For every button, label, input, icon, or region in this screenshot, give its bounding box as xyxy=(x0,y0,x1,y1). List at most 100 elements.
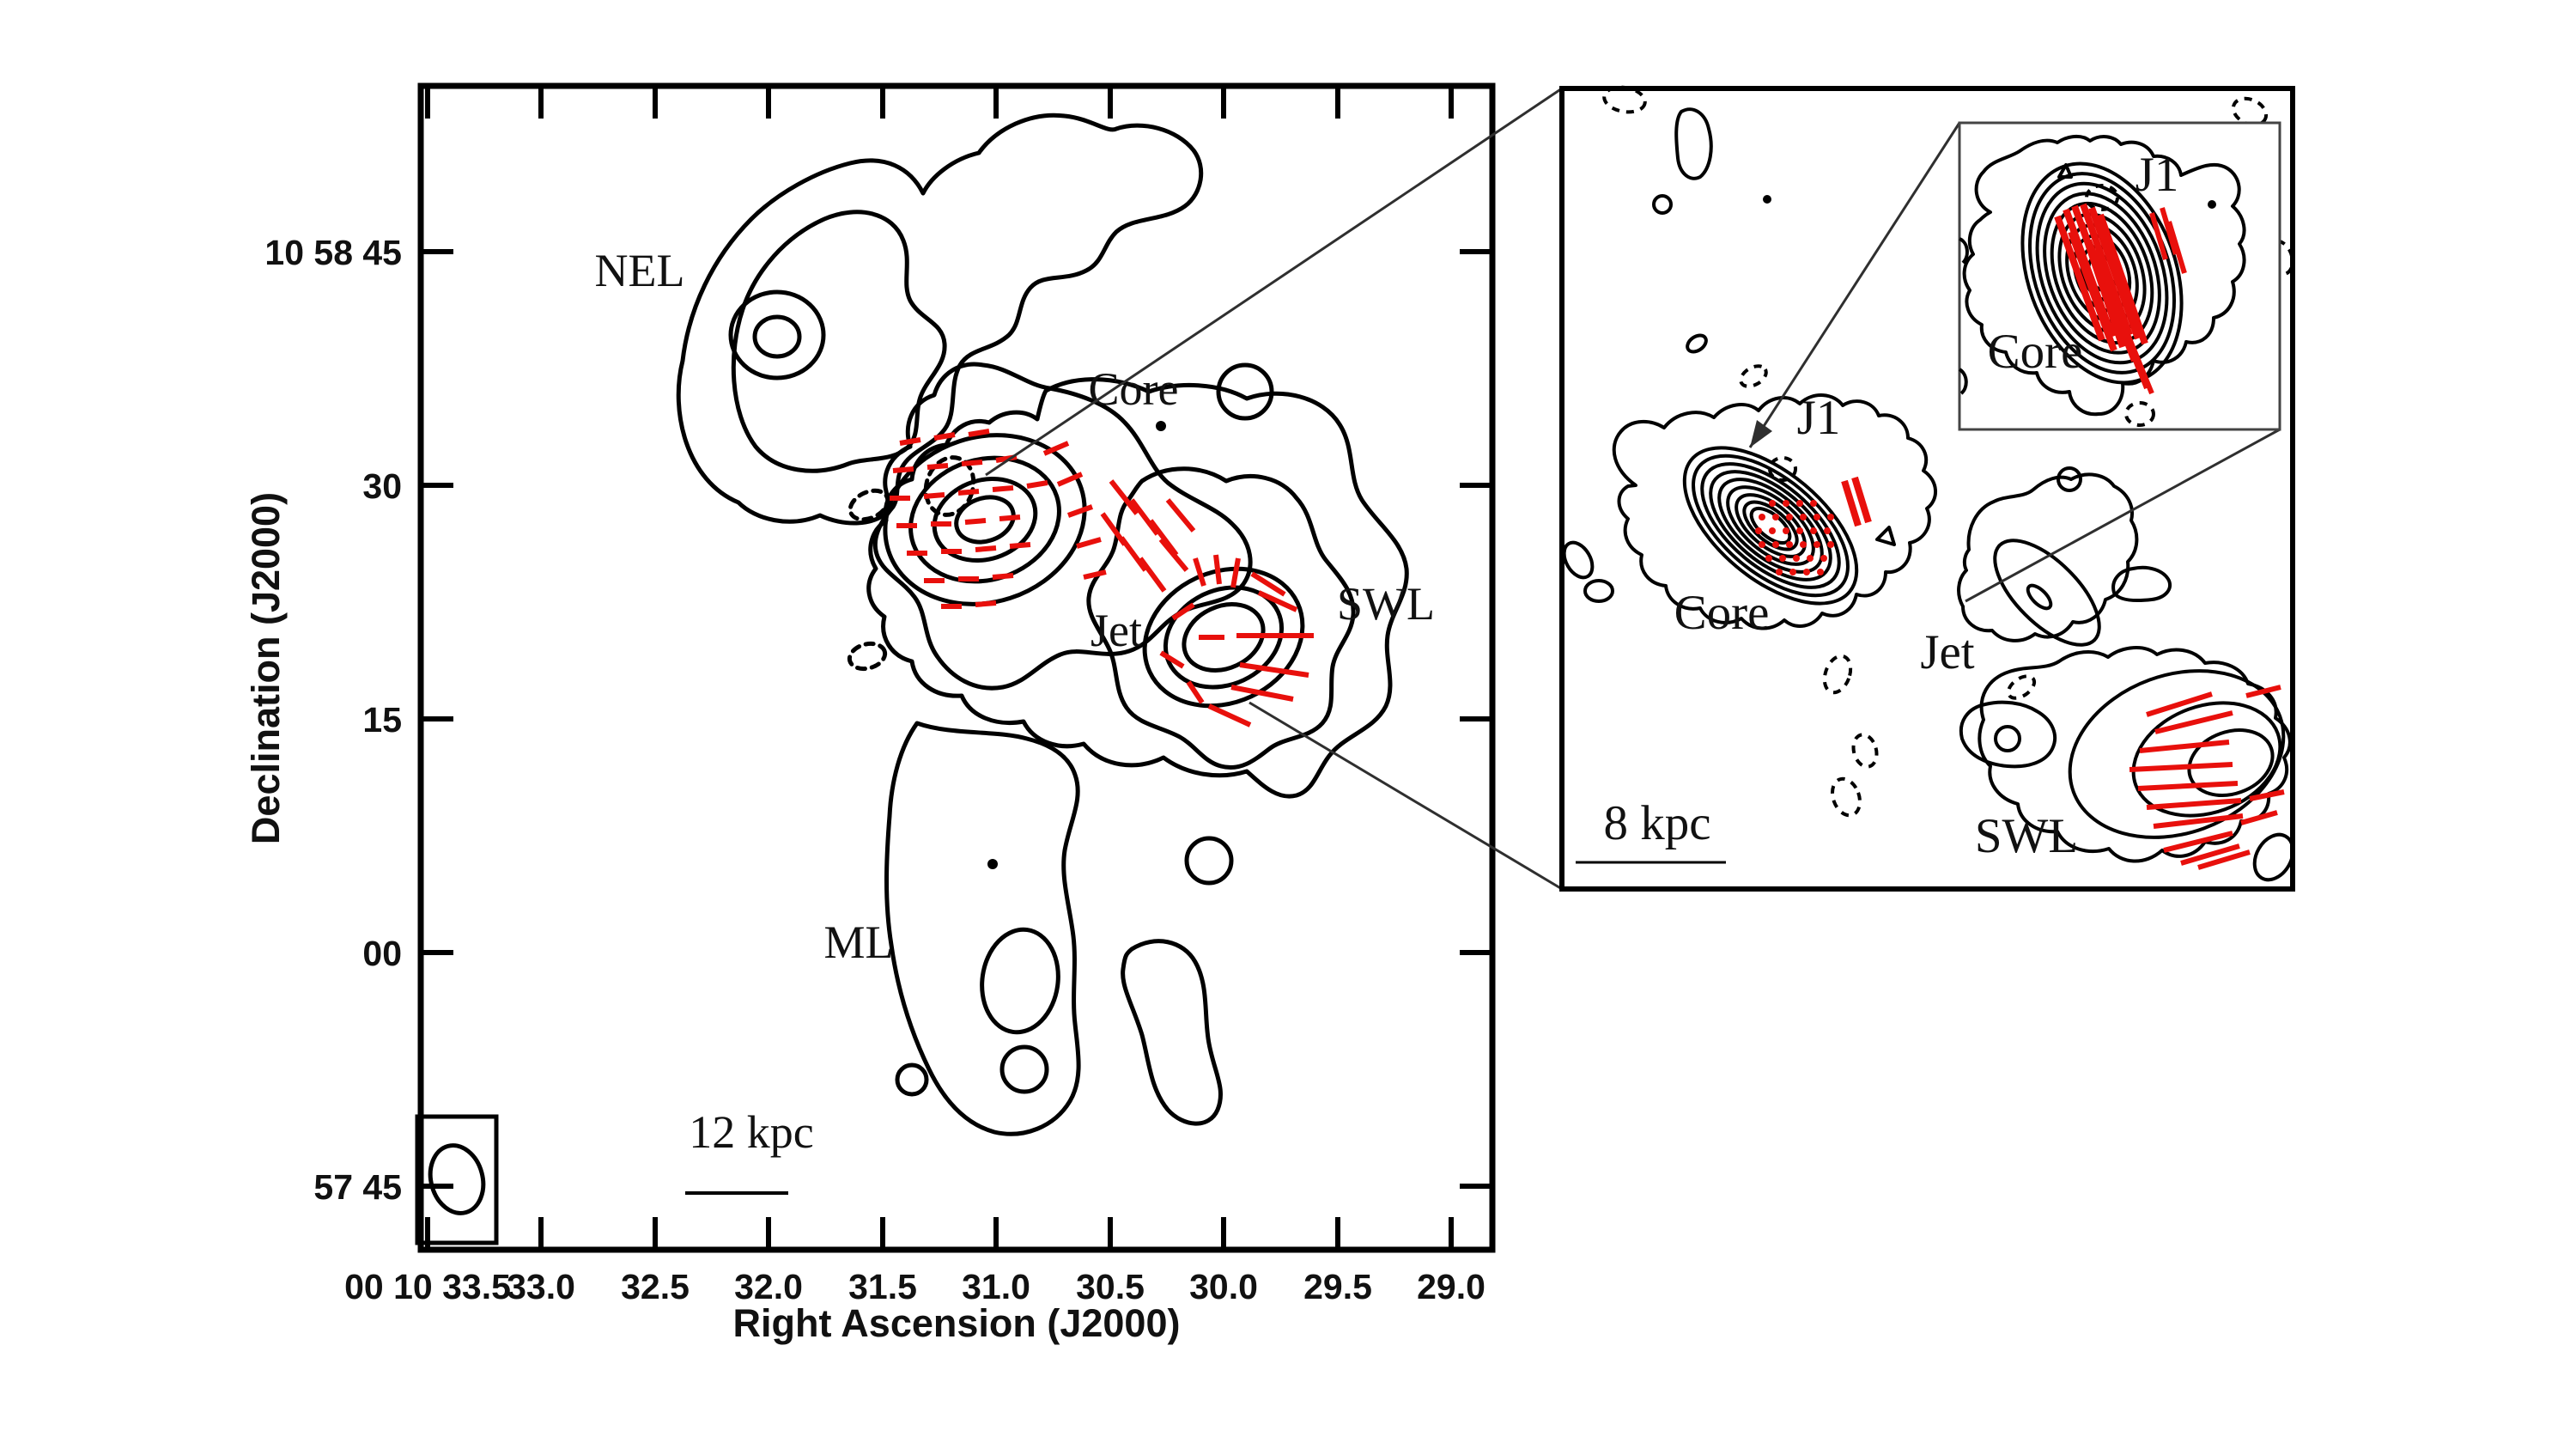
contour-graphic xyxy=(1851,733,1879,769)
contour-graphic xyxy=(1827,514,1834,521)
inset-connector-line2 xyxy=(1965,428,2281,603)
contour-graphic xyxy=(1184,836,1234,886)
contour-graphic xyxy=(1779,555,1786,562)
contour-graphic xyxy=(2187,728,2275,797)
y-tick-labels: 10 58 45 30 15 00 57 45 xyxy=(264,233,402,1207)
contour-graphic xyxy=(1163,585,1285,690)
contour-graphic xyxy=(2068,669,2286,839)
label-j1-inset: J1 xyxy=(2136,148,2179,202)
zoom-j1-vectors xyxy=(1841,476,1872,527)
contour-graphic xyxy=(1814,541,1820,548)
contour-graphic xyxy=(1182,602,1266,673)
contour-graphic xyxy=(731,210,947,473)
contour-graphic xyxy=(999,1044,1049,1094)
beam-ellipse xyxy=(428,1143,486,1215)
label-j1-zoom: J1 xyxy=(1797,391,1841,445)
zoom-panel-border xyxy=(1559,86,2295,892)
zoom-swl-vectors xyxy=(2129,685,2285,870)
y-tick-label: 00 xyxy=(362,934,402,973)
contour-graphic xyxy=(1755,527,1762,534)
contour-graphic xyxy=(1768,456,1797,482)
zoom-connector-bottom xyxy=(1249,701,1563,891)
y-tick-label: 10 58 45 xyxy=(264,233,402,272)
contour-graphic xyxy=(895,1062,929,1097)
contour-graphic xyxy=(2085,184,2119,211)
contour-graphic xyxy=(1817,569,1824,575)
contour-graphic xyxy=(1793,555,1800,562)
main-scalebar-label: 12 kpc xyxy=(689,1106,813,1158)
contour-graphic xyxy=(980,927,1060,1035)
bottom-ticks xyxy=(425,1217,1454,1250)
contour-graphic xyxy=(1789,569,1796,575)
small-contour-circle xyxy=(1216,362,1274,421)
contour-graphic xyxy=(1759,541,1765,548)
contour-graphic xyxy=(1810,500,1817,507)
contour-graphic xyxy=(2026,583,2053,611)
main-panel-border xyxy=(417,82,1496,1253)
contour-graphic xyxy=(1800,541,1807,548)
label-core-main: Core xyxy=(1089,363,1179,415)
contour-graphic xyxy=(1978,646,2292,863)
contour-graphic xyxy=(1772,541,1779,548)
contour-graphic xyxy=(1962,135,2246,417)
contour-graphic xyxy=(1822,654,1853,695)
y-tick-label: 57 45 xyxy=(313,1167,402,1207)
nel-ring-inner xyxy=(752,314,802,359)
main-contour-panel: 00 10 33.5 33.0 32.5 32.0 31.5 31.0 30.5… xyxy=(244,82,1496,1345)
contour-graphic xyxy=(1958,368,1968,395)
contour-graphic xyxy=(1796,500,1803,507)
contour-graphic xyxy=(1786,514,1793,521)
contour-graphic xyxy=(2057,163,2073,179)
right-ticks xyxy=(1460,249,1492,1189)
x-tick-label: 30.0 xyxy=(1189,1267,1258,1306)
jet-vectors xyxy=(1100,479,1196,593)
x-tick-label: 30.5 xyxy=(1076,1267,1145,1306)
contour-graphic xyxy=(1814,514,1820,521)
contour-graphic xyxy=(1602,85,1647,114)
contour-graphic xyxy=(1783,527,1789,534)
label-core-inset: Core xyxy=(1988,325,2083,379)
contour-graphic xyxy=(1827,541,1834,548)
contour-graphic xyxy=(1652,194,1673,215)
label-swl-main: SWL xyxy=(1337,578,1435,630)
label-jet-main: Jet xyxy=(1091,605,1142,656)
contour-graphic xyxy=(2111,565,2172,602)
contour-graphic xyxy=(1875,526,1896,546)
contour-graphic xyxy=(1759,514,1765,521)
contour-graphic xyxy=(1717,478,1824,574)
inset-red-vectors xyxy=(2054,203,2187,395)
contour-graphic xyxy=(1674,107,1713,180)
inset-connector-arrowhead xyxy=(1750,420,1772,447)
contour-graphic xyxy=(676,113,1204,526)
x-tick-label: 29.0 xyxy=(1417,1267,1485,1306)
contour-graphic xyxy=(1142,566,1305,709)
contour-graphic xyxy=(884,721,1081,1136)
x-tick-label: 00 10 33.5 xyxy=(344,1267,511,1306)
contour-graphic xyxy=(954,495,1016,545)
zoom-connector-top xyxy=(985,87,1563,477)
swl-fan-vectors xyxy=(1159,554,1314,728)
label-core-zoom: Core xyxy=(1674,586,1770,640)
contour-graphic xyxy=(1807,555,1814,562)
contour-graphic xyxy=(1709,470,1832,581)
ml-point-source xyxy=(987,859,998,869)
contour-graphic xyxy=(1121,939,1223,1126)
x-tick-labels: 00 10 33.5 33.0 32.5 32.0 31.5 31.0 30.5… xyxy=(344,1267,1485,1306)
main-polarization-vectors xyxy=(890,429,1314,728)
zoom-red-vectors xyxy=(1755,476,2285,870)
contour-graphic xyxy=(1700,462,1841,589)
contour-graphic xyxy=(883,433,1087,606)
x-tick-label: 32.5 xyxy=(621,1267,690,1306)
label-nel: NEL xyxy=(595,245,685,296)
contour-graphic xyxy=(1562,540,1595,580)
x-tick-label: 31.0 xyxy=(962,1267,1030,1306)
contour-graphic xyxy=(2057,466,2082,492)
contour-graphic xyxy=(2006,674,2037,700)
contour-graphic xyxy=(1810,527,1817,534)
y-tick-label: 15 xyxy=(362,700,402,740)
contour-graphic xyxy=(1686,333,1708,354)
contour-graphic xyxy=(1735,493,1807,558)
contour-graphic xyxy=(1796,527,1803,534)
